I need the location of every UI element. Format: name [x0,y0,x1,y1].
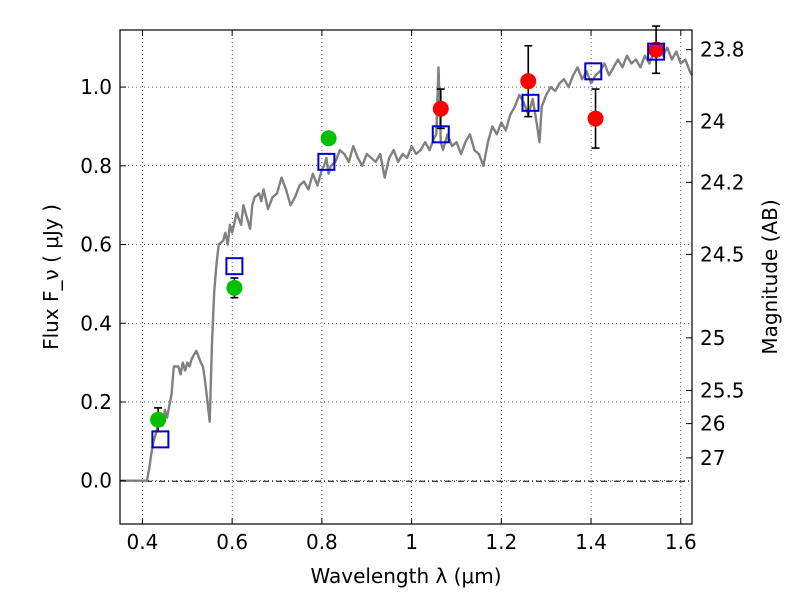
data-point-square [151,430,170,449]
right-tick-label: 24 [700,110,725,134]
data-point-circle [150,411,167,428]
data-point-circle [320,130,337,147]
x-tick-label: 1.2 [485,530,517,554]
right-tick-label: 24.2 [700,170,745,194]
grid-lines [120,30,692,524]
data-point-circle [432,100,449,117]
data-point-square [647,42,666,61]
y-tick-label: 0.4 [80,311,112,335]
x-tick-label: 1.6 [665,530,697,554]
y-tick-label: 0.6 [80,233,112,257]
x-tick-label: 0.8 [306,530,338,554]
data-point-circle [226,279,243,296]
y-axis-title: Flux F_ν ( μJy ) [39,204,63,350]
data-point-square [317,152,336,171]
data-point-circle [587,110,604,127]
x-tick-label: 0.6 [216,530,248,554]
right-tick-label: 24.5 [700,242,745,266]
right-axis-title: Magnitude (AB) [758,199,782,354]
x-tick-label: 1.4 [575,530,607,554]
photometry-markers [150,25,666,449]
y-tick-label: 1.0 [80,75,112,99]
data-point-square [431,125,450,144]
data-point-square [584,62,603,81]
y-tick-label: 0.2 [80,390,112,414]
x-tick-label: 0.4 [127,530,159,554]
right-tick-label: 27 [700,446,725,470]
right-tick-label: 26 [700,412,725,436]
data-point-square [521,93,540,112]
right-tick-label: 25.5 [700,379,745,403]
axis-ticks: 0.4 0.6 0.8 1 1.2 1.4 1.6 0.0 0.2 0.4 0.6 0.8 1.0 23.… [80,30,745,554]
model-spectrum [120,46,694,482]
y-tick-label: 0.0 [80,469,112,493]
x-tick-label: 1 [405,530,418,554]
y-tick-label: 0.8 [80,154,112,178]
data-point-circle [520,73,537,90]
right-tick-label: 23.8 [700,38,745,62]
plot-area [120,30,692,524]
spectrum-line [120,46,694,482]
data-point-square [225,257,244,276]
plot-frame [119,29,693,525]
x-axis-title: Wavelength λ (μm) [310,564,501,588]
right-tick-label: 25 [700,326,725,350]
